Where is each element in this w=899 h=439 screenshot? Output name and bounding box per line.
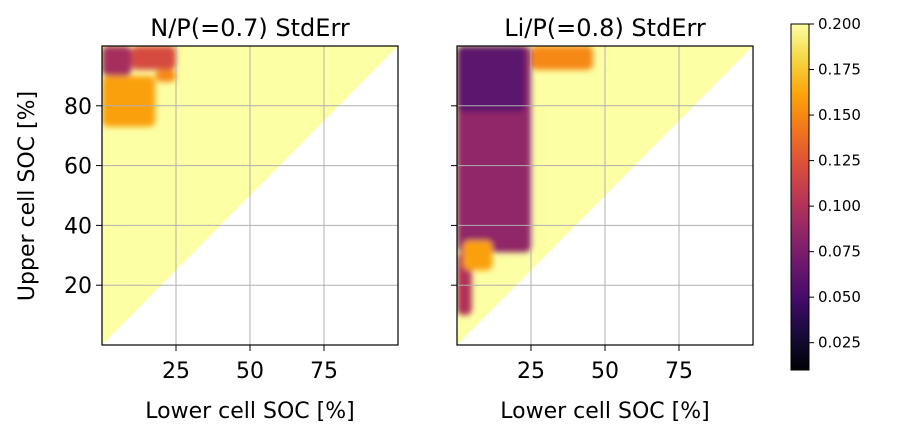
heatmap-regions <box>102 46 176 127</box>
heatmap-panel-lip: Li/P(=0.8) StdErr 25 50 75 Lower cell SOC … <box>451 14 754 424</box>
x-axis-ticks: 25 50 75 <box>162 345 338 384</box>
chart-title: Li/P(=0.8) StdErr <box>504 14 706 42</box>
heatmap-cell <box>462 240 493 271</box>
x-tick-label: 50 <box>236 359 264 384</box>
grid <box>457 46 753 345</box>
x-tick-label: 50 <box>591 359 619 384</box>
heatmap-cell <box>102 75 156 127</box>
heatmap-regions <box>457 46 594 316</box>
y-tick-label: 40 <box>64 214 92 239</box>
colorbar: 0.025 0.050 0.075 0.100 0.125 0.150 0.175 0.200 <box>790 15 861 371</box>
y-axis-label: Upper cell SOC [%] <box>15 91 40 301</box>
heatmap-cell <box>457 46 526 112</box>
y-tick-label: 20 <box>64 274 92 299</box>
colorbar-tick-label: 0.075 <box>818 243 861 261</box>
heatmap-cell <box>531 46 594 70</box>
heatmap-cell <box>155 69 176 82</box>
colorbar-tick-label: 0.125 <box>818 152 861 170</box>
colorbar-tick-label: 0.200 <box>818 15 861 33</box>
colorbar-tick-label: 0.150 <box>818 106 861 124</box>
colorbar-tick-label: 0.025 <box>818 334 861 352</box>
heatmap-cell <box>102 46 132 76</box>
heatmap-cell <box>131 46 176 70</box>
colorbar-tick-label: 0.175 <box>818 61 861 79</box>
x-tick-label: 75 <box>665 359 693 384</box>
colorbar-frame <box>790 23 810 371</box>
y-tick-label: 60 <box>64 155 92 180</box>
x-tick-label: 25 <box>517 359 545 384</box>
heatmap-panel-np: N/P(=0.7) StdErr 25 50 75 20 40 60 80 Lower c… <box>15 14 399 424</box>
colorbar-ticks: 0.025 0.050 0.075 0.100 0.125 0.150 0.175 0.200 <box>809 15 861 352</box>
grid <box>102 46 398 345</box>
y-axis-ticks: 20 40 60 80 <box>64 95 102 299</box>
colorbar-tick-label: 0.100 <box>818 197 861 215</box>
colorbar-tick-label: 0.050 <box>818 288 861 306</box>
y-tick-label: 80 <box>64 95 92 120</box>
x-tick-label: 25 <box>162 359 190 384</box>
x-axis-label: Lower cell SOC [%] <box>145 399 354 424</box>
x-tick-label: 75 <box>310 359 338 384</box>
chart-title: N/P(=0.7) StdErr <box>150 14 350 42</box>
colorbar-gradient <box>791 24 809 370</box>
y-axis-ticks <box>451 105 457 286</box>
x-axis-label: Lower cell SOC [%] <box>500 399 709 424</box>
x-axis-ticks: 25 50 75 <box>517 345 693 384</box>
